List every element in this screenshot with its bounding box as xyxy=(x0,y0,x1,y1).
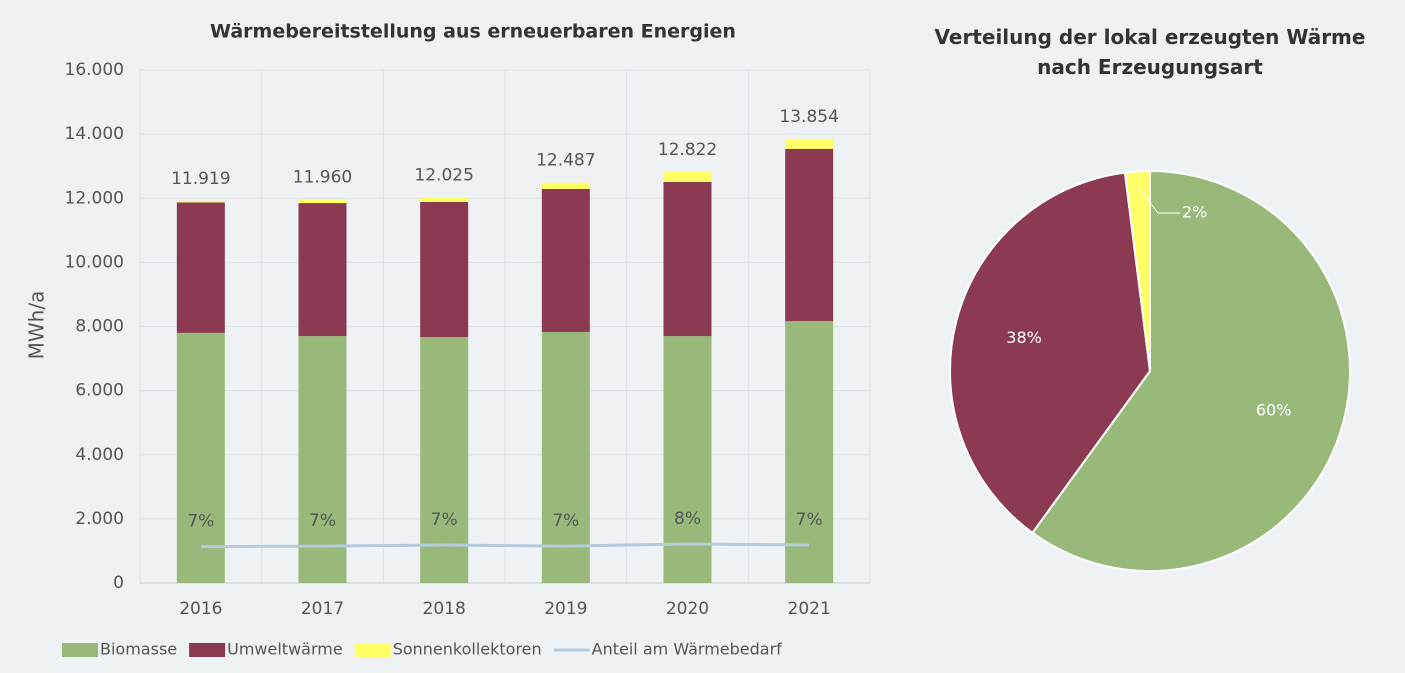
pie-chart-title: Verteilung der lokal erzeugten Wärme nac… xyxy=(934,25,1366,79)
bar-segment xyxy=(298,203,347,337)
bar-segment xyxy=(420,201,469,338)
pie-slice xyxy=(949,171,1152,535)
pie-label: 2% xyxy=(1182,203,1207,222)
y-tick-label: 8.000 xyxy=(75,317,124,337)
bar-segment xyxy=(663,181,712,337)
y-tick-label: 2.000 xyxy=(75,509,124,529)
bar-segment xyxy=(663,171,712,182)
x-tick-label: 2017 xyxy=(301,599,344,619)
bar-chart-title: Wärmebereitstellung aus erneuerbaren Ene… xyxy=(210,21,736,43)
bar-segment xyxy=(541,182,590,189)
total-label: 12.025 xyxy=(414,165,473,185)
x-tick-label: 2019 xyxy=(544,599,587,619)
bar-segment xyxy=(663,336,712,583)
line-value-label: 7% xyxy=(431,510,458,530)
bar-segment xyxy=(176,332,225,583)
legend-swatch xyxy=(62,643,98,657)
line-series xyxy=(200,542,810,549)
y-axis-label: MWh/a xyxy=(25,291,49,360)
bar-segment xyxy=(420,337,469,583)
bar-segment xyxy=(785,138,834,149)
pie-label: 60% xyxy=(1256,401,1292,420)
legend-swatch xyxy=(189,643,226,657)
total-label: 12.487 xyxy=(536,151,595,171)
y-tick-label: 10.000 xyxy=(65,252,124,272)
y-tick-label: 16.000 xyxy=(65,60,124,80)
bar-segment xyxy=(541,331,590,583)
legend-label: Biomasse xyxy=(100,640,177,659)
legend-swatch xyxy=(354,643,391,657)
pie-label: 38% xyxy=(1006,328,1042,347)
bar-segment xyxy=(785,148,834,322)
y-tick-label: 12.000 xyxy=(65,188,124,208)
legend-label: Sonnenkollektoren xyxy=(393,640,542,659)
total-label: 13.854 xyxy=(779,107,838,127)
pie-slice xyxy=(1031,169,1351,572)
leader-line xyxy=(1138,187,1180,214)
total-label: 11.960 xyxy=(293,168,352,188)
total-label: 12.822 xyxy=(658,140,717,160)
bar-segment xyxy=(785,321,834,583)
total-label: 11.919 xyxy=(171,169,230,189)
line-value-label: 7% xyxy=(796,510,823,530)
pie-slice xyxy=(1123,169,1151,372)
line-value-label: 8% xyxy=(674,509,701,529)
bar-segment xyxy=(420,197,469,202)
x-tick-label: 2020 xyxy=(666,599,709,619)
bar-segment xyxy=(298,336,347,583)
legend-label: Umweltwärme xyxy=(227,640,343,659)
y-tick-label: 0 xyxy=(113,573,124,593)
y-tick-label: 4.000 xyxy=(75,445,124,465)
x-tick-label: 2021 xyxy=(788,599,831,619)
legend-label: Anteil am Wärmebedarf xyxy=(592,640,783,659)
line-value-label: 7% xyxy=(309,511,336,531)
bar-segment xyxy=(176,202,225,333)
line-value-label: 7% xyxy=(552,511,579,531)
y-tick-label: 14.000 xyxy=(65,124,124,144)
x-tick-label: 2016 xyxy=(179,599,222,619)
bar-segment xyxy=(176,200,225,203)
bar-segment xyxy=(541,188,590,332)
x-tick-label: 2018 xyxy=(423,599,466,619)
bar-segment xyxy=(298,199,347,204)
y-tick-label: 6.000 xyxy=(75,381,124,401)
line-value-label: 7% xyxy=(187,512,214,532)
